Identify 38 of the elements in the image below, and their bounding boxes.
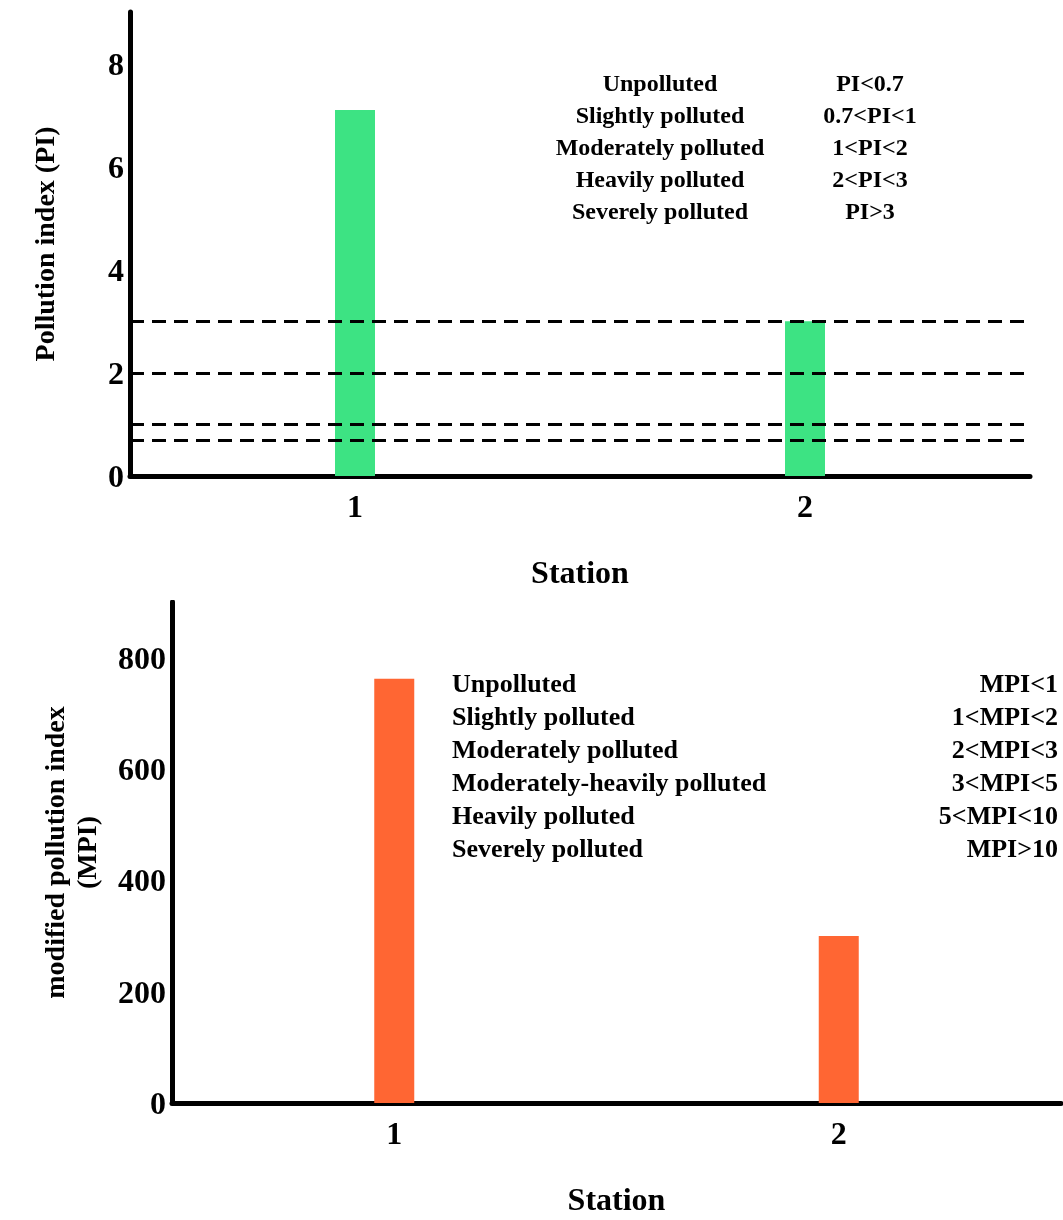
annotation: Slightly polluted [575,102,746,128]
x-axis-title: Station [567,1181,666,1217]
annotation: 2<PI<3 [832,166,908,192]
annotation: 0.7<PI<1 [823,102,917,128]
x-tick-label: 1 [386,1115,403,1151]
y-tick-label: 0 [150,1085,166,1121]
y-tick-label: 400 [118,862,166,899]
annotation: MPI<1 [979,668,1058,698]
annotation: Heavily polluted [575,166,745,192]
y-tick-label: 800 [118,639,166,676]
y-axis-title: modified pollution index (MPI) [38,706,102,999]
annotation: Severely polluted [571,198,749,224]
annotation: Moderately-heavily polluted [452,767,767,797]
y-axis-title: Pollution index (PI) [28,126,60,362]
annotation: 2<MPI<3 [951,734,1058,764]
x-tick-label: 1 [347,488,363,524]
annotation: Moderately polluted [555,134,765,160]
annotation: Slightly polluted [452,701,636,731]
y-tick-label: 6 [108,148,124,185]
annotation: PI<0.7 [836,70,904,96]
annotation: 1<PI<2 [832,134,908,160]
y-tick-label: 8 [108,45,124,82]
annotation: 5<MPI<10 [938,800,1058,830]
annotation: Unpolluted [602,70,718,96]
y-tick-label: 4 [108,251,124,288]
y-tick-label: 600 [118,751,166,787]
annotation: 3<MPI<5 [951,767,1058,797]
annotation: Unpolluted [452,668,577,698]
x-axis-title: Station [531,554,630,590]
annotation: 1<MPI<2 [951,701,1058,731]
y-tick-label: 200 [118,973,166,1010]
annotation: PI>3 [845,198,895,224]
annotation: Severely polluted [452,833,644,863]
y-tick-label: 0 [108,458,124,494]
annotation: MPI>10 [966,833,1058,863]
annotation: Heavily polluted [452,800,636,830]
y-tick-label: 2 [108,354,124,391]
annotation: Moderately polluted [452,734,679,764]
